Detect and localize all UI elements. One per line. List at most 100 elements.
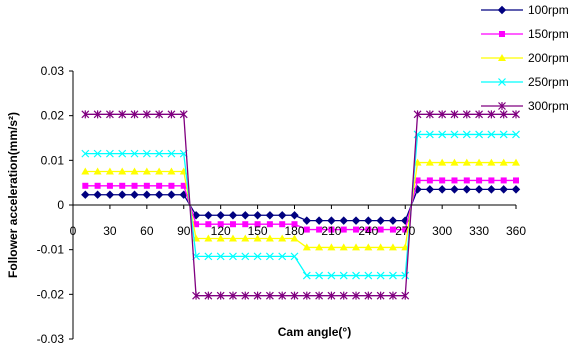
data-point-100rpm bbox=[81, 190, 90, 199]
data-point-150rpm bbox=[168, 182, 175, 189]
x-tick-label: 210 bbox=[321, 224, 341, 238]
data-point-150rpm bbox=[328, 226, 335, 233]
data-point-300rpm bbox=[105, 110, 114, 119]
data-point-150rpm bbox=[463, 177, 470, 184]
data-point-100rpm bbox=[130, 190, 139, 199]
data-point-100rpm bbox=[228, 211, 238, 220]
data-point-200rpm bbox=[278, 234, 287, 242]
data-point-300rpm bbox=[216, 291, 225, 300]
data-point-300rpm bbox=[278, 291, 287, 300]
legend-label-100rpm: 100rpm bbox=[528, 3, 569, 17]
data-point-200rpm bbox=[155, 167, 164, 175]
y-tick-label: 0.01 bbox=[41, 153, 65, 167]
legend-item-150rpm: 150rpm bbox=[481, 27, 569, 41]
x-tick-label: 330 bbox=[469, 224, 489, 238]
data-point-300rpm bbox=[339, 291, 348, 300]
data-point-250rpm bbox=[438, 130, 447, 139]
data-point-100rpm bbox=[204, 211, 213, 220]
data-point-200rpm bbox=[253, 234, 262, 242]
data-point-150rpm bbox=[180, 182, 187, 189]
data-point-300rpm bbox=[192, 291, 200, 300]
series-100rpm bbox=[81, 185, 521, 225]
series-layer bbox=[81, 110, 521, 300]
data-point-250rpm bbox=[290, 252, 299, 261]
data-point-250rpm bbox=[93, 149, 102, 158]
legend-label-300rpm: 300rpm bbox=[528, 99, 569, 113]
data-point-300rpm bbox=[512, 110, 520, 119]
data-point-250rpm bbox=[389, 271, 397, 280]
data-point-150rpm bbox=[205, 221, 212, 228]
data-point-150rpm bbox=[303, 226, 310, 233]
data-point-300rpm bbox=[130, 110, 139, 119]
data-point-200rpm bbox=[425, 158, 434, 166]
legend-marker-100rpm bbox=[497, 5, 507, 15]
data-point-200rpm bbox=[216, 234, 225, 242]
data-point-150rpm bbox=[513, 177, 519, 184]
data-point-100rpm bbox=[216, 211, 225, 220]
data-point-300rpm bbox=[229, 291, 237, 300]
data-point-150rpm bbox=[451, 177, 458, 184]
y-tick-labels: -0.03 -0.02 -0.01 0 0.01 0.02 0.03 bbox=[37, 64, 65, 346]
data-point-150rpm bbox=[402, 226, 409, 233]
data-point-250rpm bbox=[327, 271, 336, 280]
x-tick-label: 0 bbox=[70, 224, 77, 238]
data-point-200rpm bbox=[438, 158, 447, 166]
legend-marker-300rpm bbox=[498, 102, 506, 110]
legend-label-250rpm: 250rpm bbox=[528, 75, 569, 89]
legend: 100rpm 150rpm 200rpm 250rpm 300rpm bbox=[481, 3, 569, 113]
data-point-300rpm bbox=[462, 110, 471, 119]
data-point-150rpm bbox=[119, 182, 126, 189]
series-line-250rpm bbox=[85, 133, 516, 277]
data-point-300rpm bbox=[179, 110, 188, 119]
x-tick-label: 180 bbox=[284, 224, 304, 238]
data-point-100rpm bbox=[277, 211, 287, 220]
data-point-100rpm bbox=[290, 211, 299, 220]
data-point-250rpm bbox=[339, 271, 348, 280]
data-point-150rpm bbox=[106, 182, 113, 189]
data-point-300rpm bbox=[438, 110, 447, 119]
y-tick-label: 0.02 bbox=[41, 109, 65, 123]
data-point-200rpm bbox=[302, 243, 311, 251]
data-point-100rpm bbox=[327, 216, 336, 225]
data-point-250rpm bbox=[167, 149, 176, 158]
data-point-300rpm bbox=[155, 110, 164, 119]
data-point-100rpm bbox=[450, 185, 459, 194]
data-point-200rpm bbox=[512, 158, 520, 166]
data-point-150rpm bbox=[131, 182, 138, 189]
series-line-300rpm bbox=[85, 113, 516, 297]
data-point-150rpm bbox=[439, 177, 446, 184]
data-point-150rpm bbox=[266, 221, 273, 228]
x-axis-title: Cam angle(°) bbox=[278, 325, 351, 339]
data-point-250rpm bbox=[81, 149, 90, 158]
data-point-200rpm bbox=[290, 234, 299, 242]
data-point-100rpm bbox=[167, 190, 176, 199]
data-point-300rpm bbox=[450, 110, 459, 119]
data-point-100rpm bbox=[462, 185, 471, 194]
legend-label-200rpm: 200rpm bbox=[528, 51, 569, 65]
data-point-200rpm bbox=[105, 167, 114, 175]
data-point-200rpm bbox=[265, 234, 274, 242]
data-point-200rpm bbox=[315, 243, 324, 251]
data-point-100rpm bbox=[487, 185, 496, 194]
y-tick-label: 0 bbox=[57, 198, 64, 212]
data-point-300rpm bbox=[352, 291, 360, 300]
data-point-250rpm bbox=[487, 130, 496, 139]
legend-label-150rpm: 150rpm bbox=[528, 27, 569, 41]
data-point-250rpm bbox=[512, 130, 520, 139]
data-point-200rpm bbox=[204, 234, 213, 242]
data-point-250rpm bbox=[118, 149, 127, 158]
data-point-250rpm bbox=[278, 252, 287, 261]
data-point-300rpm bbox=[315, 291, 324, 300]
data-point-300rpm bbox=[142, 110, 151, 119]
data-point-200rpm bbox=[364, 243, 373, 251]
data-point-250rpm bbox=[352, 271, 360, 280]
data-point-250rpm bbox=[229, 252, 237, 261]
legend-marker-250rpm bbox=[498, 78, 506, 86]
data-point-150rpm bbox=[242, 221, 249, 228]
y-tick-label: -0.01 bbox=[37, 243, 65, 257]
data-point-250rpm bbox=[216, 252, 225, 261]
data-point-150rpm bbox=[353, 226, 360, 233]
x-tick-labels: 0 30 60 90 120 150 180 210 240 270 300 330 360 bbox=[70, 224, 527, 238]
data-point-200rpm bbox=[93, 167, 102, 175]
data-point-200rpm bbox=[228, 234, 237, 242]
